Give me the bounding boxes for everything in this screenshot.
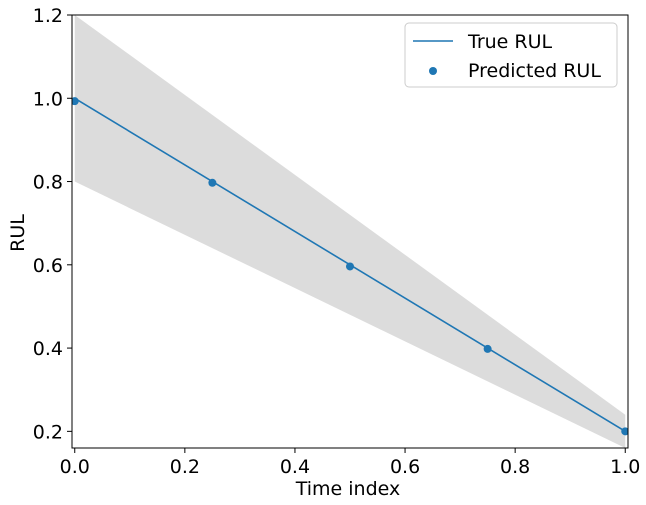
legend-box [404,22,618,88]
x-axis-label: Time index [295,478,401,500]
y-tick-label: 1.2 [33,5,63,27]
x-tick-label: 1.0 [610,456,640,478]
y-tick-label: 0.2 [33,421,63,443]
x-tick-label: 0.0 [60,456,90,478]
y-tick-label: 0.4 [33,338,63,360]
plot-area [72,15,628,448]
y-axis-label: RUL [7,214,29,252]
legend-entry-true-rul: True RUL [467,31,553,53]
predicted-rul-point [621,427,628,436]
x-tick-label: 0.2 [170,456,200,478]
y-tick-label: 1.0 [33,88,63,110]
legend: True RUL Predicted RUL [404,22,618,88]
predicted-rul-point [483,344,492,353]
plot-frame [71,14,629,449]
x-axis: 0.0 0.2 0.4 0.6 0.8 1.0 [60,448,640,478]
x-tick-label: 0.8 [500,456,530,478]
x-tick-label: 0.4 [280,456,310,478]
x-tick-label: 0.6 [390,456,420,478]
predicted-rul-point [346,262,354,271]
legend-dot-swatch [429,67,437,75]
y-tick-label: 0.8 [33,172,63,194]
y-tick-label: 0.6 [33,255,63,277]
legend-entry-predicted-rul: Predicted RUL [468,60,601,82]
predicted-rul-points [72,97,628,436]
predicted-rul-point [72,97,79,106]
confidence-band [74,15,626,448]
predicted-rul-point [208,178,217,187]
y-axis: 0.2 0.4 0.6 0.8 1.0 1.2 [33,5,72,443]
